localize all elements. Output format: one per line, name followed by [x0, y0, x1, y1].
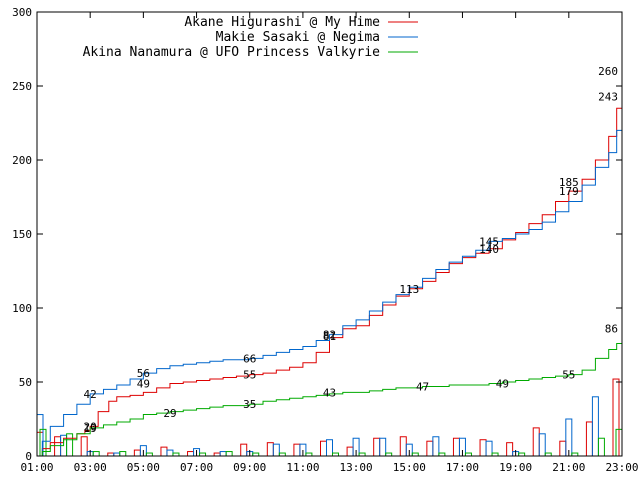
series-line-2 — [37, 328, 623, 457]
y-tick-label: 300 — [12, 6, 32, 19]
data-label: 49 — [137, 377, 150, 390]
bar-blue — [219, 451, 227, 457]
data-label: 140 — [479, 243, 499, 256]
x-tick-label: 09:00 — [233, 461, 266, 474]
x-tick-label: 21:00 — [552, 461, 585, 474]
legend-label: Akina Nanamura @ UFO Princess Valkyrie — [83, 45, 381, 60]
x-tick-label: 05:00 — [127, 461, 160, 474]
x-tick-label: 01:00 — [20, 461, 53, 474]
axis-ticks: 0 50 100 150 200 250 300 01:00 03:00 05:00 07:00 09… — [12, 6, 638, 474]
bar-green — [597, 437, 605, 457]
bar-blue — [591, 396, 599, 457]
bar-blue — [379, 437, 387, 457]
data-label: 66 — [243, 352, 256, 365]
bar-blue — [538, 433, 546, 457]
bar-blue — [432, 436, 440, 457]
bar-red — [80, 436, 88, 457]
data-label: 55 — [562, 369, 575, 382]
bar-red — [399, 436, 407, 457]
x-tick-label: 13:00 — [340, 461, 373, 474]
bar-green — [92, 451, 100, 457]
data-label: 82 — [323, 329, 336, 342]
bar-red — [373, 437, 381, 457]
data-label: 243 — [598, 90, 618, 103]
bar-green — [225, 451, 233, 457]
data-label: 81 — [323, 330, 336, 343]
y-tick-label: 150 — [12, 228, 32, 241]
bar-red — [240, 443, 248, 457]
data-label: 35 — [243, 398, 256, 411]
series-line-0 — [37, 71, 623, 457]
data-label: 43 — [323, 386, 336, 399]
data-label: 113 — [399, 283, 419, 296]
y-tick-label: 0 — [25, 450, 32, 463]
bar-blue — [272, 443, 280, 457]
data-label: 185 — [559, 176, 579, 189]
bar-red — [54, 436, 62, 457]
x-tick-label: 15:00 — [393, 461, 426, 474]
data-label: 49 — [496, 377, 509, 390]
data-label: 260 — [598, 65, 618, 78]
data-label: 42 — [84, 388, 97, 401]
bar-red — [133, 449, 141, 457]
data-label: 47 — [416, 380, 429, 393]
x-tick-label: 23:00 — [605, 461, 638, 474]
bar-red — [160, 446, 168, 457]
y-tick-label: 250 — [12, 80, 32, 93]
data-label: 179 — [559, 185, 579, 198]
data-label: 145 — [479, 235, 499, 248]
bar-red — [585, 421, 593, 457]
data-label: 86 — [605, 323, 618, 336]
bar-red — [187, 451, 195, 457]
bar-red — [320, 440, 327, 457]
x-tick-label: 17:00 — [446, 461, 479, 474]
x-tick-label: 19:00 — [499, 461, 532, 474]
data-label: 29 — [163, 407, 176, 420]
series-lines — [37, 71, 623, 457]
bar-red — [479, 439, 487, 457]
bar-red — [293, 443, 301, 457]
data-label: 20 — [84, 420, 97, 433]
x-tick-label: 11:00 — [286, 461, 319, 474]
x-tick-label: 03:00 — [74, 461, 107, 474]
bar-blue — [166, 449, 174, 457]
bar-blue — [485, 440, 493, 457]
bar-red — [452, 437, 460, 457]
y-tick-label: 50 — [19, 376, 32, 389]
data-label: 55 — [243, 369, 256, 382]
bar-red — [426, 440, 434, 457]
y-tick-label: 200 — [12, 154, 32, 167]
bar-blue — [326, 439, 333, 457]
series-line-1 — [37, 108, 623, 457]
bar-red — [346, 446, 354, 457]
data-label: 56 — [137, 367, 150, 380]
x-tick-label: 07:00 — [180, 461, 213, 474]
bar-red — [532, 427, 540, 457]
bar-red — [266, 442, 274, 457]
data-labels: 20 49 55 81 113 140 179 260 42 56 66 82 145 185 243 19 2… — [84, 65, 618, 435]
data-label: 19 — [84, 422, 97, 435]
legend-label: Makie Sasaki @ Negima — [216, 30, 380, 45]
legend-label: Akane Higurashi @ My Hime — [184, 15, 380, 30]
bar-red — [559, 440, 567, 457]
y-tick-label: 100 — [12, 302, 32, 315]
bar-green — [119, 451, 127, 457]
bar-red — [506, 442, 514, 457]
bar-green — [66, 433, 74, 457]
